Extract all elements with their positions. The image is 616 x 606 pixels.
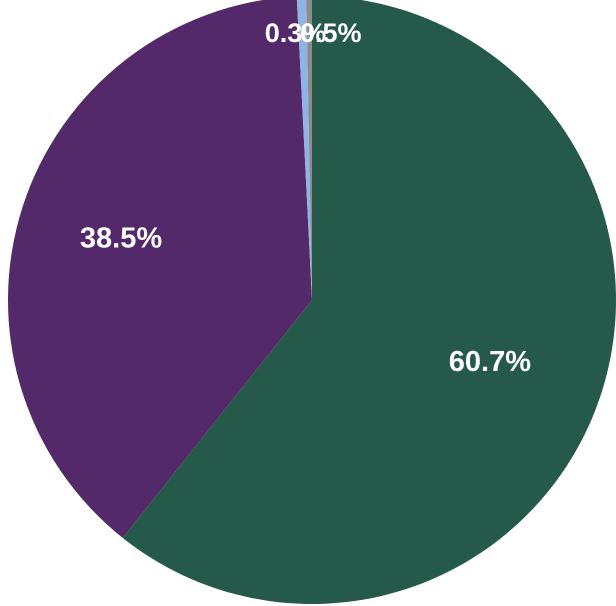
pie-slice-3 <box>306 0 312 300</box>
pie-slice-1 <box>7 0 312 538</box>
data-label-2: 0.5% <box>300 18 362 48</box>
data-label-1: 38.5% <box>80 223 162 255</box>
pie-labels: 60.7% 38.5% 0.5%0.3% <box>80 18 531 378</box>
data-label-3: 0.3% <box>265 18 327 48</box>
data-label-0: 60.7% <box>449 346 531 378</box>
pie-slices <box>7 0 616 604</box>
pie-slice-2 <box>296 0 312 300</box>
pie-slice-0 <box>122 0 616 604</box>
